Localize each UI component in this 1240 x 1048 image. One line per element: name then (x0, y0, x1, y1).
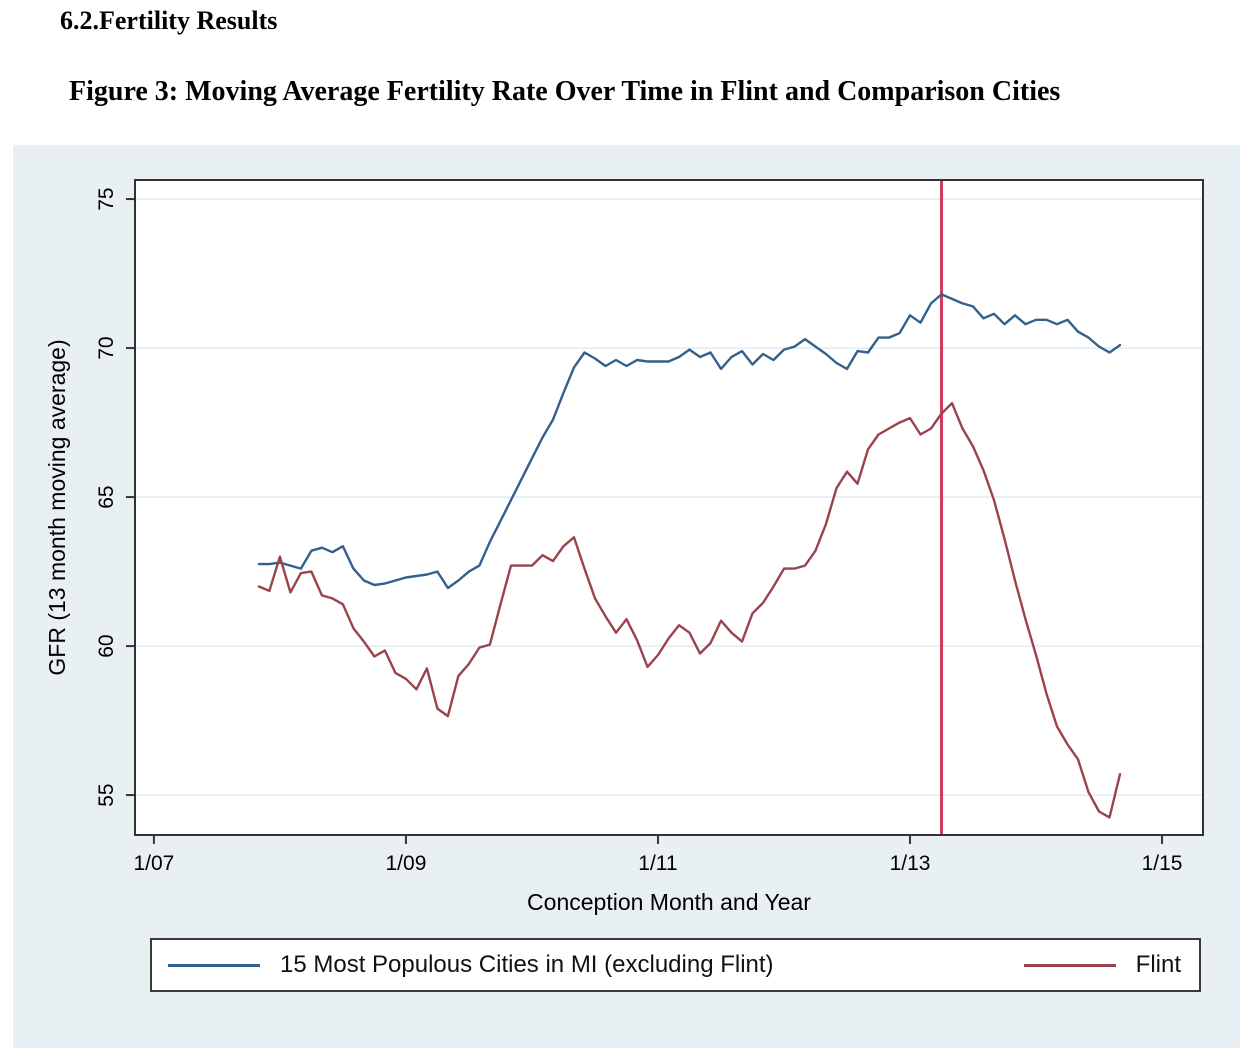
plot-area (135, 180, 1203, 835)
legend-item-comparison: 15 Most Populous Cities in MI (excluding… (168, 951, 774, 979)
legend-label-flint: Flint (1135, 951, 1181, 978)
x-tick-label: 1/15 (1142, 852, 1183, 875)
section-heading: 6.2.Fertility Results (60, 6, 278, 35)
flint-line-swatch (1023, 963, 1116, 967)
x-tick-label: 1/11 (638, 852, 677, 875)
y-axis-title: GFR (13 month moving average) (44, 339, 70, 675)
x-axis-title: Conception Month and Year (527, 889, 811, 915)
x-tick-label: 1/13 (890, 852, 931, 875)
plot-border (134, 179, 1204, 836)
y-tick-label: 75 (95, 187, 118, 210)
chart-legend: 15 Most Populous Cities in MI (excluding… (150, 938, 1201, 992)
y-tick-label: 65 (95, 485, 118, 508)
y-tick-label: 70 (95, 336, 118, 359)
legend-label-comparison: 15 Most Populous Cities in MI (excluding… (280, 951, 774, 978)
y-tick-label: 55 (95, 783, 118, 806)
figure-panel: 55 60 65 70 75 1/07 1/09 1/11 1/13 1/15 Conception… (13, 145, 1240, 1048)
x-tick-label: 1/09 (386, 852, 427, 875)
figure-title: Figure 3: Moving Average Fertility Rate … (69, 76, 1061, 107)
x-tick-label: 1/07 (133, 852, 174, 875)
comparison-line-swatch (168, 963, 260, 967)
series-line-flint (257, 402, 1122, 819)
series-line-comparison (257, 293, 1122, 590)
legend-item-flint: Flint (1023, 951, 1181, 979)
chart-svg: 55 60 65 70 75 1/07 1/09 1/11 1/13 1/15 Conception… (44, 179, 1204, 915)
y-tick-label: 60 (95, 634, 118, 657)
